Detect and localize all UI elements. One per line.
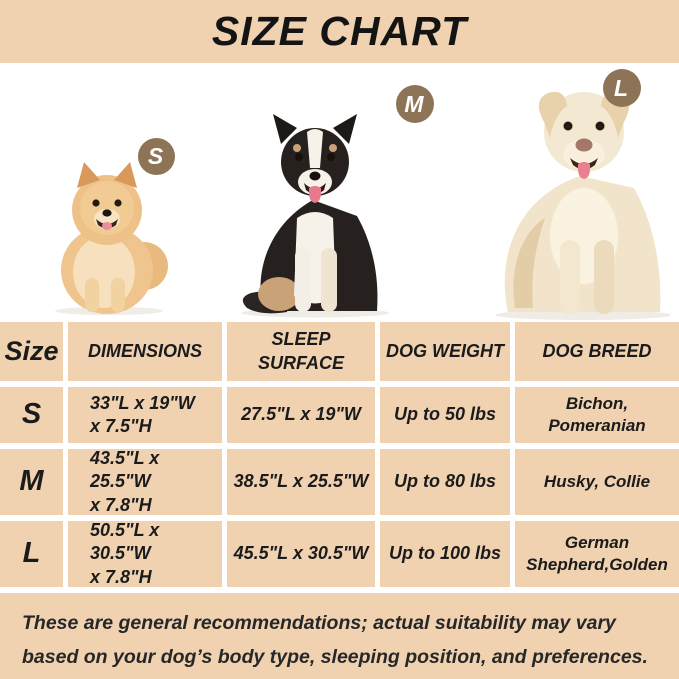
row-s-sleep-surface: 27.5"L x 19"W bbox=[227, 387, 375, 443]
row-l-dimensions: 50.5"L x 30.5"W x 7.8"H bbox=[68, 520, 222, 587]
dogs-strip: S M L bbox=[0, 63, 679, 322]
border-collie-image bbox=[235, 106, 395, 318]
row-m-size: M bbox=[0, 449, 63, 515]
column-header-sleep-surface: SLEEP SURFACE bbox=[227, 322, 375, 381]
row-m-dimensions: 43.5"L x 25.5"W x 7.8"H bbox=[68, 448, 222, 515]
column-header-dimensions: DIMENSIONS bbox=[68, 322, 222, 381]
row-s-dog-weight: Up to 50 lbs bbox=[380, 387, 510, 443]
size-badge-l: L bbox=[603, 69, 641, 107]
row-s-size: S bbox=[0, 387, 63, 443]
golden-retriever-image bbox=[488, 70, 678, 320]
row-m-dog-breed: Husky, Collie bbox=[515, 449, 679, 515]
disclaimer-note: These are general recommendations; actua… bbox=[0, 593, 679, 679]
size-table: Size DIMENSIONS SLEEP SURFACE DOG WEIGHT… bbox=[0, 322, 679, 587]
size-badge-m: M bbox=[396, 85, 434, 123]
pomeranian-image bbox=[48, 156, 170, 316]
row-l-sleep-surface: 45.5"L x 30.5"W bbox=[227, 521, 375, 587]
row-m-dog-weight: Up to 80 lbs bbox=[380, 449, 510, 515]
row-l-size: L bbox=[0, 521, 63, 587]
row-s-dimensions: 33"L x 19"W x 7.5"H bbox=[68, 387, 222, 443]
size-badge-s: S bbox=[138, 138, 175, 175]
column-header-dog-weight: DOG WEIGHT bbox=[380, 322, 510, 381]
page-title: SIZE CHART bbox=[211, 8, 468, 54]
column-header-size: Size bbox=[0, 322, 63, 381]
row-l-dog-breed: German Shepherd,Golden bbox=[515, 521, 679, 587]
row-m-sleep-surface: 38.5"L x 25.5"W bbox=[227, 449, 375, 515]
row-l-dog-weight: Up to 100 lbs bbox=[380, 521, 510, 587]
title-band: SIZE CHART bbox=[0, 0, 679, 63]
column-header-dog-breed: DOG BREED bbox=[515, 322, 679, 381]
row-s-dog-breed: Bichon, Pomeranian bbox=[515, 387, 679, 443]
